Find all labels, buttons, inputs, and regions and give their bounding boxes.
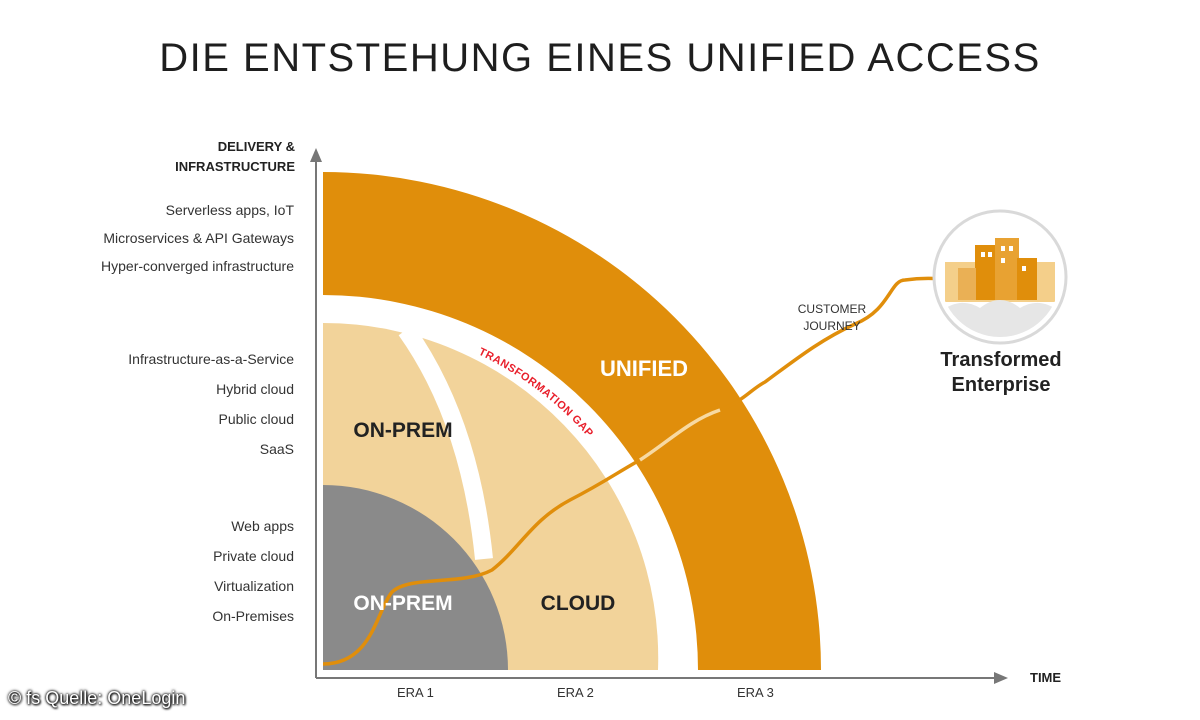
y-axis-arrow-icon <box>310 148 322 162</box>
on-prem-inner-label: ON-PREM <box>353 592 452 615</box>
y-label-private-cloud: Private cloud <box>213 548 294 564</box>
x-axis-arrow-icon <box>994 672 1008 684</box>
journey-crossing-highlight <box>639 408 721 462</box>
y-label-hyperconverged: Hyper-converged infrastructure <box>101 258 294 274</box>
image-credit: © fs Quelle: OneLogin <box>8 688 186 708</box>
customer-journey-label-line1: CUSTOMER <box>798 302 867 316</box>
unified-label: UNIFIED <box>600 356 688 381</box>
y-label-microservices: Microservices & API Gateways <box>103 230 294 246</box>
y-axis-title-line1: DELIVERY & <box>217 139 295 154</box>
y-axis-title: DELIVERY & INFRASTRUCTURE <box>120 137 295 177</box>
y-label-iaas: Infrastructure-as-a-Service <box>128 351 294 367</box>
x-label-era-2: ERA 2 <box>557 685 594 700</box>
y-label-hybrid-cloud: Hybrid cloud <box>216 381 294 397</box>
y-label-serverless: Serverless apps, IoT <box>165 202 294 218</box>
y-label-saas: SaaS <box>259 441 294 457</box>
transformation-gap-divider <box>398 324 493 560</box>
x-label-era-1: ERA 1 <box>397 685 434 700</box>
unified-ring <box>323 172 821 670</box>
transformed-enterprise-icon <box>932 209 1068 345</box>
y-label-virtualization: Virtualization <box>214 578 294 594</box>
on-prem-inner-region <box>323 485 508 670</box>
on-prem-outer-label: ON-PREM <box>353 419 452 442</box>
y-label-public-cloud: Public cloud <box>218 411 295 427</box>
y-label-on-premises: On-Premises <box>212 608 294 624</box>
x-axis-title: TIME <box>1030 670 1062 685</box>
cloud-label: CLOUD <box>541 592 616 615</box>
destination-label-line1: Transformed <box>940 349 1061 371</box>
y-label-web-apps: Web apps <box>231 518 294 534</box>
destination-label-line2: Enterprise <box>952 374 1051 396</box>
y-axis-title-line2: INFRASTRUCTURE <box>175 159 295 174</box>
page-title: DIE ENTSTEHUNG EINES UNIFIED ACCESS <box>159 36 1041 80</box>
customer-journey-label-line2: JOURNEY <box>803 319 860 333</box>
x-label-era-3: ERA 3 <box>737 685 774 700</box>
